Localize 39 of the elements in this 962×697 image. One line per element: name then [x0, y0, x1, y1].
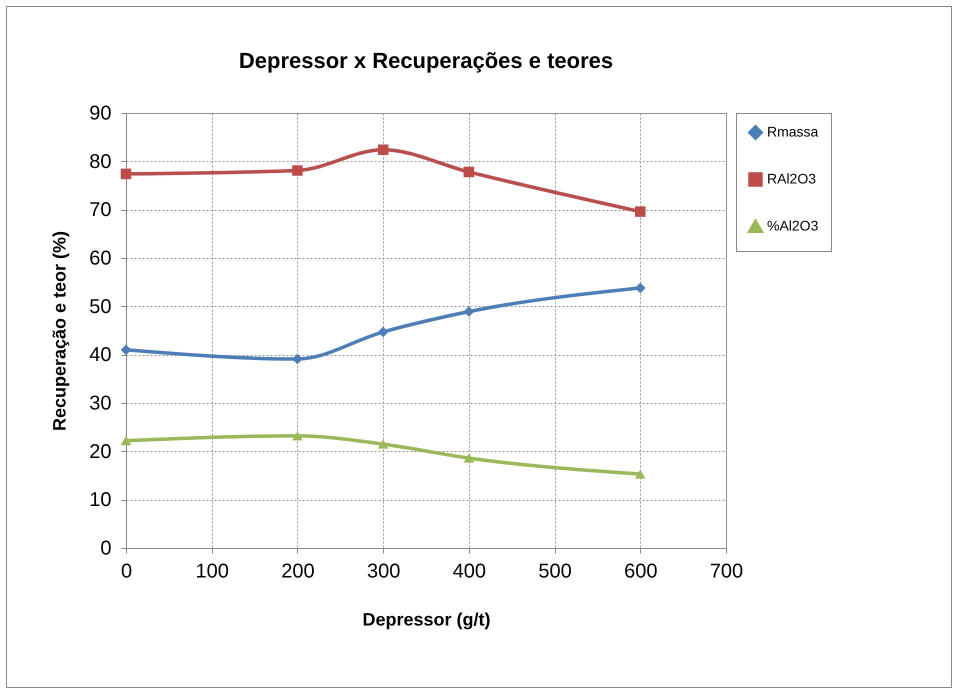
y-axis-title: Recuperação e teor (%) — [49, 230, 70, 432]
y-tick-label: 50 — [89, 296, 112, 318]
legend-label: Rmassa — [767, 124, 819, 140]
legend-label: RAl2O3 — [767, 170, 816, 186]
point — [635, 470, 646, 479]
y-tick-label: 60 — [89, 248, 112, 270]
x-axis-title: Depressor (g/t) — [362, 610, 491, 630]
x-tick-label: 500 — [538, 560, 572, 582]
x-tick-label: 400 — [452, 560, 486, 582]
point — [120, 436, 132, 446]
legend-label: %Al2O3 — [767, 218, 819, 234]
y-tick-label: 70 — [89, 199, 112, 222]
point — [292, 354, 303, 364]
x-tick-label: 0 — [120, 560, 132, 582]
x-tick-label: 600 — [624, 560, 658, 582]
y-tick-label: 90 — [89, 102, 112, 124]
point — [378, 440, 388, 449]
point — [464, 454, 474, 463]
point — [292, 431, 303, 440]
point — [464, 306, 474, 317]
point — [464, 166, 474, 178]
x-tick-label: 700 — [710, 560, 744, 582]
point — [378, 326, 388, 338]
y-tick-label: 40 — [89, 344, 112, 366]
point — [292, 165, 303, 176]
chart-title: Depressor x Recuperações e teores — [238, 48, 614, 73]
y-tick-label: 30 — [89, 392, 112, 414]
y-tick-label: 20 — [89, 440, 112, 463]
x-tick-label: 100 — [196, 560, 229, 582]
y-tick-label: 0 — [100, 538, 112, 560]
point — [120, 344, 132, 356]
y-tick-label: 10 — [89, 489, 112, 512]
point — [378, 144, 388, 155]
y-tick-label: 80 — [89, 150, 112, 173]
x-tick-label: 300 — [366, 560, 400, 582]
point — [120, 168, 132, 180]
point — [635, 282, 646, 294]
point — [635, 206, 646, 217]
x-tick-label: 200 — [281, 560, 315, 582]
